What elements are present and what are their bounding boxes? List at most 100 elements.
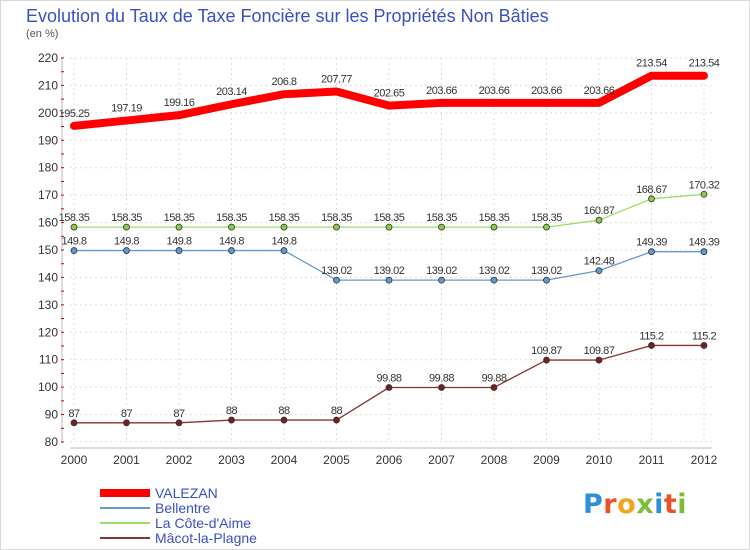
- data-label: 99.88: [481, 372, 506, 384]
- data-point: [490, 276, 498, 284]
- series-line-valezan: [70, 71, 708, 130]
- data-point: [123, 223, 130, 231]
- axes: 8090100110120130140150160170180190200210…: [38, 51, 718, 467]
- data-label: 109.87: [584, 345, 615, 357]
- data-label: 158.35: [426, 212, 457, 224]
- data-point: [280, 223, 288, 231]
- data-point: [490, 223, 498, 231]
- data-point: [543, 356, 550, 364]
- x-tick-label: 2004: [271, 453, 298, 467]
- x-tick-label: 2005: [323, 453, 350, 467]
- x-tick-label: 2012: [691, 453, 718, 467]
- y-axis-label: (en %): [26, 28, 59, 40]
- brand-letter: t: [663, 489, 678, 520]
- data-point: [70, 247, 78, 254]
- data-label: 158.35: [374, 212, 405, 224]
- data-point: [175, 419, 183, 427]
- data-point: [543, 276, 550, 284]
- data-point: [648, 248, 655, 256]
- data-point: [700, 248, 708, 256]
- x-tick-label: 2006: [376, 453, 403, 467]
- data-label: 149.8: [271, 236, 296, 248]
- data-label: 87: [68, 408, 80, 420]
- data-point: [280, 247, 288, 254]
- data-point: [648, 195, 655, 203]
- data-label: 149.39: [636, 237, 667, 249]
- data-label: 203.14: [216, 86, 247, 98]
- data-label: 160.87: [584, 205, 615, 217]
- chart-title: Evolution du Taux de Taxe Foncière sur l…: [26, 6, 549, 26]
- brand-letter: x: [636, 489, 655, 520]
- data-point: [333, 223, 340, 231]
- data-point: [123, 247, 130, 254]
- x-tick-label: 2000: [61, 453, 88, 467]
- y-tick-label: 140: [38, 270, 58, 284]
- data-label: 213.54: [689, 58, 720, 70]
- data-label: 158.35: [59, 212, 90, 224]
- data-label: 139.02: [531, 265, 562, 277]
- data-label: 109.87: [531, 345, 562, 357]
- legend-swatch-la-cote-daime: [100, 522, 150, 524]
- y-tick-label: 120: [38, 325, 58, 339]
- data-label: 149.8: [219, 236, 244, 248]
- data-label: 195.25: [59, 108, 90, 120]
- y-tick-label: 110: [39, 353, 58, 367]
- data-label: 87: [173, 408, 185, 420]
- data-label: 197.19: [111, 103, 142, 115]
- x-tick-label: 2008: [481, 453, 508, 467]
- brand-letter: P: [583, 489, 604, 520]
- x-tick-label: 2009: [533, 453, 560, 467]
- data-label: 170.32: [689, 179, 720, 191]
- brand-letter: i: [677, 489, 688, 520]
- data-point: [385, 276, 393, 284]
- data-label: 139.02: [479, 265, 510, 277]
- data-point: [700, 190, 708, 198]
- data-point: [700, 342, 708, 349]
- data-label: 142.48: [584, 256, 615, 268]
- data-label: 139.02: [321, 265, 352, 277]
- data-label: 158.35: [111, 212, 142, 224]
- x-tick-label: 2011: [639, 453, 665, 467]
- data-label: 139.02: [374, 265, 405, 277]
- data-point: [490, 384, 498, 391]
- x-tick-label: 2003: [218, 453, 245, 467]
- data-point: [648, 342, 655, 349]
- data-point: [595, 356, 603, 364]
- y-tick-label: 80: [45, 435, 59, 449]
- data-point: [333, 416, 340, 424]
- data-label: 158.35: [479, 212, 510, 224]
- data-label: 88: [278, 405, 290, 417]
- data-point: [70, 419, 78, 427]
- legend-swatch-bellentre: [100, 507, 150, 509]
- y-tick-label: 90: [45, 408, 59, 422]
- data-point: [228, 223, 235, 231]
- legend-swatch-macot-la-plagne: [100, 537, 150, 539]
- y-tick-label: 180: [38, 161, 58, 175]
- data-label: 87: [121, 408, 133, 420]
- data-label: 158.35: [216, 212, 247, 224]
- data-label: 149.39: [689, 237, 720, 249]
- x-tick-label: 2010: [586, 453, 613, 467]
- y-tick-label: 190: [38, 133, 58, 147]
- data-label: 203.66: [584, 85, 615, 97]
- data-label: 203.66: [531, 85, 562, 97]
- y-tick-label: 130: [38, 298, 58, 312]
- data-label: 203.66: [426, 85, 457, 97]
- data-point: [280, 416, 288, 424]
- data-point: [123, 419, 130, 427]
- data-label: 158.35: [164, 212, 195, 224]
- y-tick-label: 210: [38, 78, 58, 92]
- data-label: 206.8: [271, 76, 296, 88]
- data-label: 203.66: [479, 85, 510, 97]
- x-tick-label: 2007: [428, 453, 455, 467]
- series: [70, 71, 708, 427]
- data-label: 207.77: [321, 74, 352, 86]
- y-tick-label: 150: [38, 243, 58, 257]
- data-point: [595, 267, 603, 275]
- data-label: 158.35: [269, 212, 300, 224]
- x-tick-label: 2001: [113, 453, 140, 467]
- y-tick-label: 170: [38, 188, 58, 202]
- data-label: 168.67: [636, 184, 667, 196]
- data-point: [438, 223, 445, 231]
- data-label: 149.8: [114, 236, 139, 248]
